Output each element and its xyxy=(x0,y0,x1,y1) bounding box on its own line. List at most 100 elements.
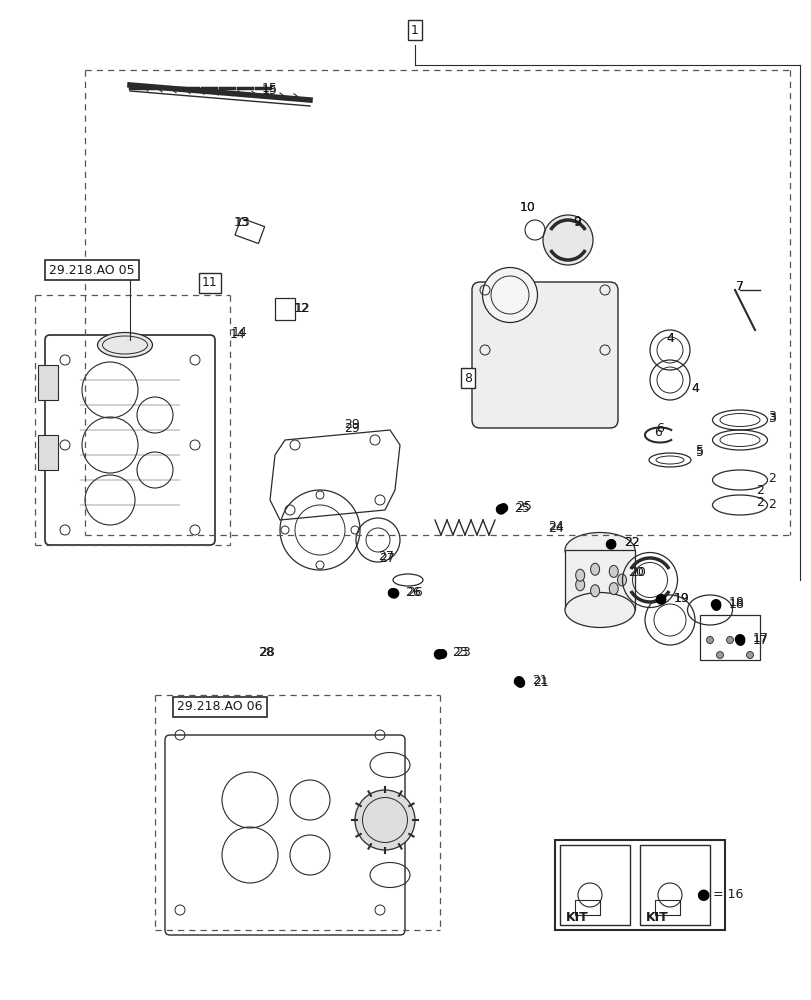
Ellipse shape xyxy=(97,332,152,358)
Text: 20: 20 xyxy=(627,566,643,580)
Text: 14: 14 xyxy=(232,326,247,340)
Text: ●: ● xyxy=(514,676,525,688)
Text: 29.218.AO 05: 29.218.AO 05 xyxy=(49,263,135,276)
Text: 10: 10 xyxy=(519,201,535,214)
Text: ●: ● xyxy=(696,888,709,902)
Text: 15: 15 xyxy=(262,82,277,95)
Text: 2: 2 xyxy=(755,484,763,496)
Text: 2: 2 xyxy=(767,498,775,512)
Circle shape xyxy=(715,652,723,658)
Text: ●: ● xyxy=(710,598,720,611)
Text: = 16: = 16 xyxy=(712,888,742,902)
Text: 21: 21 xyxy=(531,674,547,686)
Text: ●: ● xyxy=(493,501,505,515)
Text: 17: 17 xyxy=(752,634,768,646)
Ellipse shape xyxy=(482,267,537,322)
Circle shape xyxy=(745,652,753,658)
Text: 20: 20 xyxy=(629,566,645,578)
Text: 18: 18 xyxy=(728,596,744,609)
Text: 5: 5 xyxy=(695,446,703,460)
Text: 12: 12 xyxy=(294,302,311,314)
Text: 28: 28 xyxy=(259,646,275,658)
Bar xyxy=(564,550,634,610)
Ellipse shape xyxy=(575,579,584,591)
Text: 7: 7 xyxy=(735,280,743,294)
Text: 4: 4 xyxy=(690,381,698,394)
Bar xyxy=(38,435,58,470)
Text: 26: 26 xyxy=(406,585,423,598)
Ellipse shape xyxy=(575,569,584,581)
Text: ●: ● xyxy=(734,634,744,646)
Text: 10: 10 xyxy=(519,201,535,214)
Ellipse shape xyxy=(564,592,634,628)
FancyBboxPatch shape xyxy=(554,840,724,930)
FancyBboxPatch shape xyxy=(639,845,709,925)
Text: 13: 13 xyxy=(235,216,251,229)
Ellipse shape xyxy=(616,574,626,586)
Text: 29: 29 xyxy=(344,418,359,432)
Text: 29.218.AO 06: 29.218.AO 06 xyxy=(177,700,263,713)
Text: 5: 5 xyxy=(695,444,703,456)
Ellipse shape xyxy=(543,215,592,265)
Text: 9: 9 xyxy=(573,215,580,228)
Bar xyxy=(234,218,264,244)
FancyArrowPatch shape xyxy=(132,100,317,130)
Text: ●: ● xyxy=(654,591,666,604)
Text: ●: ● xyxy=(497,500,508,514)
Text: 8: 8 xyxy=(463,371,471,384)
Text: KIT: KIT xyxy=(565,911,588,924)
Ellipse shape xyxy=(564,532,634,568)
Text: KIT: KIT xyxy=(645,911,667,924)
Bar xyxy=(654,900,679,915)
Text: 2: 2 xyxy=(755,496,763,510)
Text: ●: ● xyxy=(605,536,616,550)
Text: 6: 6 xyxy=(653,426,661,438)
Text: 21: 21 xyxy=(532,676,548,688)
FancyBboxPatch shape xyxy=(471,282,617,428)
Ellipse shape xyxy=(354,790,414,850)
Ellipse shape xyxy=(608,565,617,577)
Text: 17: 17 xyxy=(752,632,768,644)
Text: 9: 9 xyxy=(573,216,580,229)
Circle shape xyxy=(706,636,713,644)
Bar xyxy=(38,365,58,400)
Ellipse shape xyxy=(608,583,617,595)
Text: ●: ● xyxy=(732,631,744,645)
Text: 12: 12 xyxy=(294,302,310,314)
Text: ●: ● xyxy=(511,673,523,687)
Text: 19: 19 xyxy=(673,591,689,604)
Text: ●: ● xyxy=(386,585,397,598)
Text: 4: 4 xyxy=(665,332,673,346)
Text: 3: 3 xyxy=(767,410,775,424)
Text: 4: 4 xyxy=(690,382,698,395)
Text: 25: 25 xyxy=(515,500,531,514)
Text: 23: 23 xyxy=(452,646,467,660)
Bar xyxy=(275,298,294,320)
Text: 23: 23 xyxy=(454,646,470,660)
Text: 27: 27 xyxy=(378,550,393,564)
Text: 3: 3 xyxy=(767,412,775,424)
Text: ●: ● xyxy=(653,591,665,605)
Text: 2: 2 xyxy=(767,472,775,485)
Bar xyxy=(574,900,599,915)
Text: 19: 19 xyxy=(673,591,689,604)
Text: 18: 18 xyxy=(728,598,744,611)
Text: 26: 26 xyxy=(405,585,420,598)
Circle shape xyxy=(726,636,732,644)
Text: 15: 15 xyxy=(262,84,277,97)
Text: 4: 4 xyxy=(665,332,673,344)
Text: 29: 29 xyxy=(344,422,359,434)
Circle shape xyxy=(736,636,743,644)
Bar xyxy=(699,615,759,660)
Text: ●: ● xyxy=(387,585,398,599)
Text: 27: 27 xyxy=(379,552,394,564)
Text: 7: 7 xyxy=(735,279,743,292)
Text: 6: 6 xyxy=(655,422,663,434)
Text: 22: 22 xyxy=(623,536,639,550)
Text: 11: 11 xyxy=(202,276,217,290)
Text: 24: 24 xyxy=(547,520,563,534)
Text: ●: ● xyxy=(603,536,616,550)
Ellipse shape xyxy=(590,585,599,597)
Ellipse shape xyxy=(590,563,599,575)
Text: 22: 22 xyxy=(623,536,639,550)
